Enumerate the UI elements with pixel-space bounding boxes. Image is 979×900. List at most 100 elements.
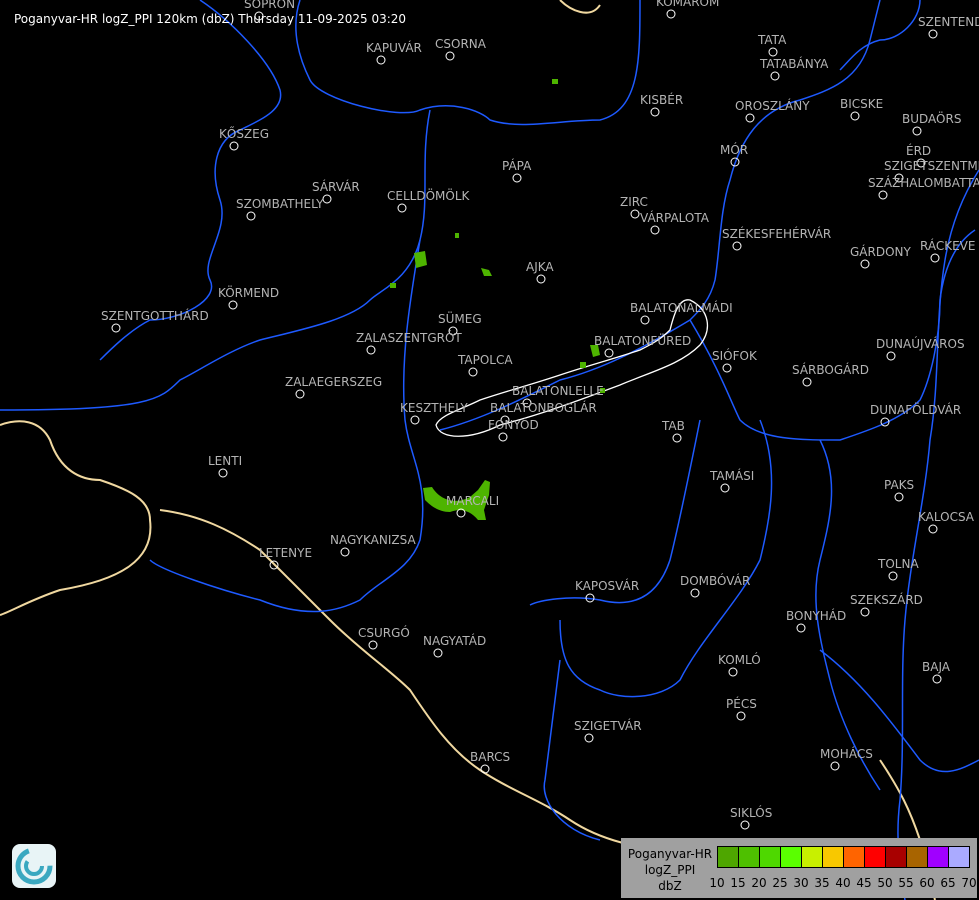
legend-tick: 35: [814, 876, 830, 890]
legend-radar-name: Poganyvar-HR: [627, 847, 713, 861]
city-outline: [397, 203, 407, 213]
city-label: BICSKE: [840, 97, 883, 111]
city-label: KAPUVÁR: [366, 40, 422, 55]
city-label: DUNAÚJVÁROS: [876, 336, 965, 351]
city-outline: [218, 468, 228, 478]
legend-swatch: [802, 847, 823, 867]
city-outline: [468, 367, 478, 377]
city-outline: [666, 9, 676, 19]
legend-swatch: [739, 847, 760, 867]
city-outline: [512, 173, 522, 183]
city-outline: [690, 588, 700, 598]
city-label: VÁRPALOTA: [640, 210, 710, 225]
city-outline: [860, 259, 870, 269]
city-label: LENTI: [208, 454, 242, 468]
city-outline: [433, 648, 443, 658]
city-outline: [536, 274, 546, 284]
city-label: ÉRD: [906, 143, 931, 158]
legend-swatch: [823, 847, 844, 867]
city-outline: [722, 363, 732, 373]
legend-tick: 65: [940, 876, 956, 890]
city-label: SZEKSZÁRD: [850, 592, 923, 607]
city-outline: [295, 389, 305, 399]
city-label: SZIGETSZENTMIKLÓS: [884, 158, 979, 173]
city-label: KÖRMEND: [218, 284, 279, 300]
city-outline: [640, 315, 650, 325]
city-outline: [894, 492, 904, 502]
city-outline: [254, 11, 264, 21]
city-outline: [630, 209, 640, 219]
city-label: ZIRC: [620, 195, 648, 209]
city-outline: [340, 547, 350, 557]
city-outline: [894, 173, 904, 183]
city-label: PÁPA: [502, 158, 532, 173]
legend-swatch: [907, 847, 928, 867]
city-outline: [584, 733, 594, 743]
color-legend: Poganyvar-HR logZ_PPI dbZ 10 15 20 25 30 35 40…: [621, 838, 977, 898]
city-outline: [886, 351, 896, 361]
legend-swatch: [760, 847, 781, 867]
city-outline: [228, 300, 238, 310]
city-outline: [500, 415, 510, 425]
city-outline: [802, 377, 812, 387]
city-outline: [916, 158, 926, 168]
city-label: ZALASZENTGRÓT: [356, 330, 462, 345]
city-labels: SOPRON KOMÁROM SZENTENDRE KAPUVÁR CSORNA TATA…: [101, 0, 979, 830]
country-border: [0, 0, 936, 900]
city-label: KESZTHELY: [400, 401, 468, 415]
city-outline: [745, 113, 755, 123]
city-label: BONYHÁD: [786, 608, 846, 623]
city-label: TAB: [661, 419, 685, 433]
legend-tick: 10: [709, 876, 725, 890]
city-outline: [730, 157, 740, 167]
city-label: AJKA: [526, 260, 554, 274]
city-label: SOPRON: [244, 0, 295, 11]
city-label: NAGYKANIZSA: [330, 533, 416, 547]
city-label: BARCS: [470, 750, 510, 764]
legend-swatch: [781, 847, 802, 867]
city-label: TATA: [757, 33, 787, 47]
city-outline: [376, 55, 386, 65]
legend-swatch: [928, 847, 949, 867]
legend-unit: dbZ: [658, 879, 682, 893]
city-label: BALATONBOGLÁR: [490, 400, 597, 415]
legend-ticks: 10 15 20 25 30 35 40 45 50 55 60 65 70: [709, 876, 979, 892]
city-outline: [740, 820, 750, 830]
city-outline: [928, 524, 938, 534]
city-outline: [932, 674, 942, 684]
radar-title: Poganyvar-HR logZ_PPI 120km (dbZ) Thursd…: [14, 12, 407, 26]
city-label: KOMÁROM: [656, 0, 719, 9]
city-label: SZÉKESFEHÉRVÁR: [722, 226, 831, 241]
city-label: KALOCSA: [918, 510, 975, 524]
legend-tick: 45: [856, 876, 872, 890]
city-outline: [604, 348, 614, 358]
city-label: BALATONLELLE: [512, 384, 604, 398]
legend-color-bar: [717, 846, 970, 868]
city-label: PÉCS: [726, 696, 757, 711]
city-outline: [796, 623, 806, 633]
legend-swatch: [718, 847, 739, 867]
city-label: TAPOLCA: [457, 353, 513, 367]
city-outline: [850, 111, 860, 121]
city-outline: [878, 190, 888, 200]
legend-tick: 20: [751, 876, 767, 890]
city-label: FONYÓD: [488, 417, 539, 432]
city-label: PAKS: [884, 478, 914, 492]
city-label: SÁRVÁR: [312, 179, 360, 194]
city-label: TOLNA: [877, 557, 919, 571]
city-outline: [880, 417, 890, 427]
city-outline: [728, 667, 738, 677]
city-label: MARCALI: [446, 494, 499, 508]
city-label: BAJA: [922, 660, 951, 674]
legend-tick: 60: [919, 876, 935, 890]
city-label: KAPOSVÁR: [575, 578, 639, 593]
city-outline: [770, 71, 780, 81]
lake-shoreline: [435, 299, 709, 437]
city-outline: [860, 607, 870, 617]
legend-tick: 30: [793, 876, 809, 890]
city-label: SZENTGOTTHÁRD: [101, 308, 209, 323]
city-outline: [229, 141, 239, 151]
city-label: SÜMEG: [438, 310, 482, 326]
city-outline: [368, 640, 378, 650]
